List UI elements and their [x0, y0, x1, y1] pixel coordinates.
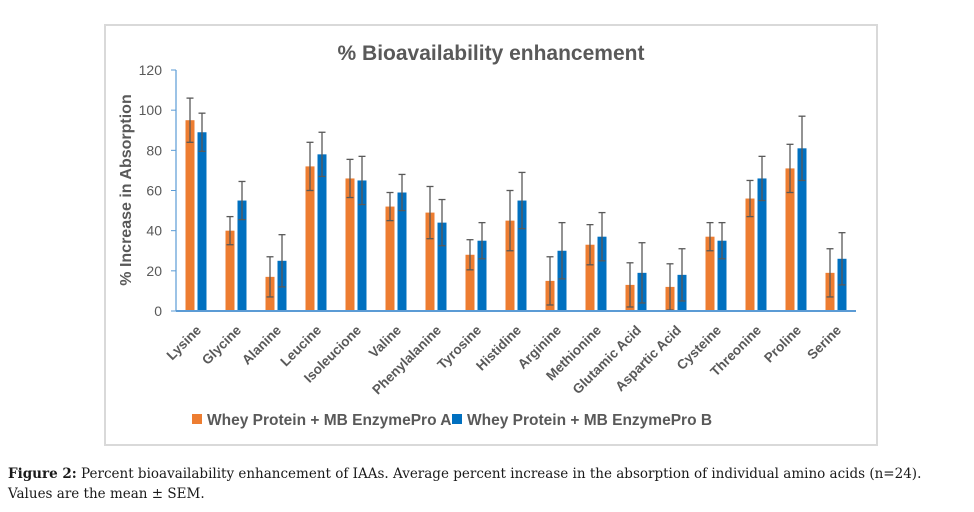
error-bar	[666, 263, 674, 311]
bar-a-methionine	[585, 244, 595, 311]
legend-label: Whey Protein + MB EnzymePro B	[467, 412, 712, 429]
bar-a-lysine	[185, 120, 195, 311]
bar-a-valine	[385, 206, 395, 311]
x-tick-label: Proline	[761, 322, 804, 365]
y-tick-label: 60	[146, 183, 162, 199]
error-bar	[786, 143, 794, 194]
error-bar	[386, 191, 394, 222]
bar-a-glycine	[225, 230, 235, 311]
bar-b-proline	[797, 148, 807, 311]
x-tick-label: Histidine	[473, 322, 524, 373]
bar-b-isoleucione	[357, 180, 367, 311]
bar-a-cysteine	[705, 236, 715, 311]
axes	[175, 70, 856, 312]
figure-caption: Figure 2: Percent bioavailability enhanc…	[8, 464, 968, 504]
y-axis-ticks: 0 20 40 60 80 100 120	[139, 62, 176, 319]
bar-b-phenylalanine	[437, 222, 447, 311]
error-bar	[226, 215, 234, 246]
error-bar	[506, 189, 514, 252]
bar-chart: % Bioavailability enhancement % Increase…	[118, 42, 856, 429]
bar-a-leucine	[305, 166, 315, 311]
error-bar	[706, 221, 714, 252]
bar-b-arginine	[557, 250, 567, 311]
error-bar	[186, 97, 194, 143]
bar-b-leucine	[317, 154, 327, 311]
error-bar	[266, 256, 274, 298]
bar-b-glycine	[237, 200, 247, 311]
chart-title: % Bioavailability enhancement	[338, 42, 645, 65]
bar-b-valine	[397, 192, 407, 311]
x-tick-label: Valine	[366, 322, 405, 361]
error-bar	[746, 179, 754, 218]
y-tick-label: 100	[139, 102, 163, 118]
error-bar	[478, 221, 486, 260]
error-bar	[838, 232, 846, 286]
error-bar	[278, 234, 286, 288]
error-bar	[306, 141, 314, 192]
error-bar	[198, 112, 206, 152]
error-bar	[426, 185, 434, 240]
legend-label: Whey Protein + MB EnzymePro A	[207, 412, 451, 429]
x-tick-label: Glycine	[199, 322, 244, 367]
x-tick-label: Alanine	[239, 322, 284, 367]
error-bar	[626, 262, 634, 308]
error-bar	[558, 221, 566, 280]
bar-b-tyrosine	[477, 240, 487, 311]
error-bar	[438, 198, 446, 247]
error-bar	[398, 173, 406, 212]
error-bar	[638, 242, 646, 304]
error-bar	[346, 158, 354, 199]
error-bar	[798, 115, 806, 182]
legend: Whey Protein + MB EnzymePro A Whey Protei…	[192, 412, 712, 429]
x-tick-label: Phenylalanine	[369, 322, 444, 397]
y-tick-label: 120	[139, 62, 163, 78]
bar-b-cysteine	[717, 240, 727, 311]
y-tick-label: 80	[146, 142, 162, 158]
error-bar	[358, 155, 366, 206]
error-bar	[598, 211, 606, 262]
bar-a-phenylalanine	[425, 212, 435, 311]
error-bar	[718, 221, 726, 260]
bar-a-threonine	[745, 198, 755, 311]
error-bar	[826, 248, 834, 298]
caption-label: Figure 2:	[8, 466, 77, 482]
bar-b-histidine	[517, 200, 527, 311]
caption-text: Percent bioavailability enhancement of I…	[8, 466, 922, 502]
error-bar	[466, 239, 474, 271]
error-bar	[318, 131, 326, 178]
bar-a-tyrosine	[465, 254, 475, 311]
y-tick-label: 40	[146, 223, 162, 239]
legend-swatch	[452, 414, 462, 424]
legend-item-a: Whey Protein + MB EnzymePro A	[192, 412, 451, 429]
bar-a-isoleucione	[345, 178, 355, 311]
legend-swatch	[192, 414, 202, 424]
bar-b-methionine	[597, 236, 607, 311]
error-bar	[518, 171, 526, 230]
error-bar	[238, 180, 246, 221]
y-tick-label: 20	[146, 263, 162, 279]
error-bar	[678, 248, 686, 302]
bars	[185, 97, 847, 311]
error-bar	[758, 155, 766, 202]
bar-b-threonine	[757, 178, 767, 311]
bar-a-histidine	[505, 220, 515, 311]
error-bar	[586, 223, 594, 266]
legend-item-b: Whey Protein + MB EnzymePro B	[452, 412, 712, 429]
y-tick-label: 0	[154, 303, 162, 319]
x-tick-label: Glutamic Acid	[570, 323, 644, 397]
x-tick-label: Serine	[804, 322, 844, 362]
y-axis-label: % Increase in Absorption	[118, 94, 135, 285]
error-bar	[546, 256, 554, 306]
bar-a-proline	[785, 168, 795, 311]
bar-b-lysine	[197, 132, 207, 311]
